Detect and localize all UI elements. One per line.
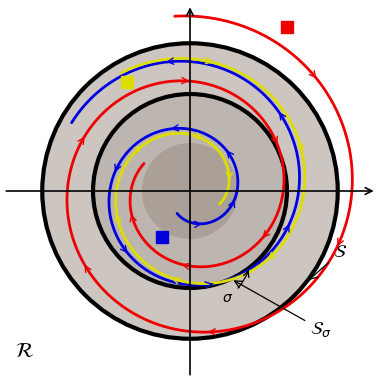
- Text: $\mathcal{S}$: $\mathcal{S}$: [310, 243, 347, 279]
- Text: $\mathcal{S}_\sigma$: $\mathcal{S}_\sigma$: [234, 281, 332, 339]
- Circle shape: [142, 143, 238, 239]
- Circle shape: [42, 43, 338, 339]
- Circle shape: [93, 94, 287, 288]
- Text: $\sigma$: $\sigma$: [222, 271, 249, 305]
- Text: $\mathcal{R}$: $\mathcal{R}$: [14, 342, 33, 361]
